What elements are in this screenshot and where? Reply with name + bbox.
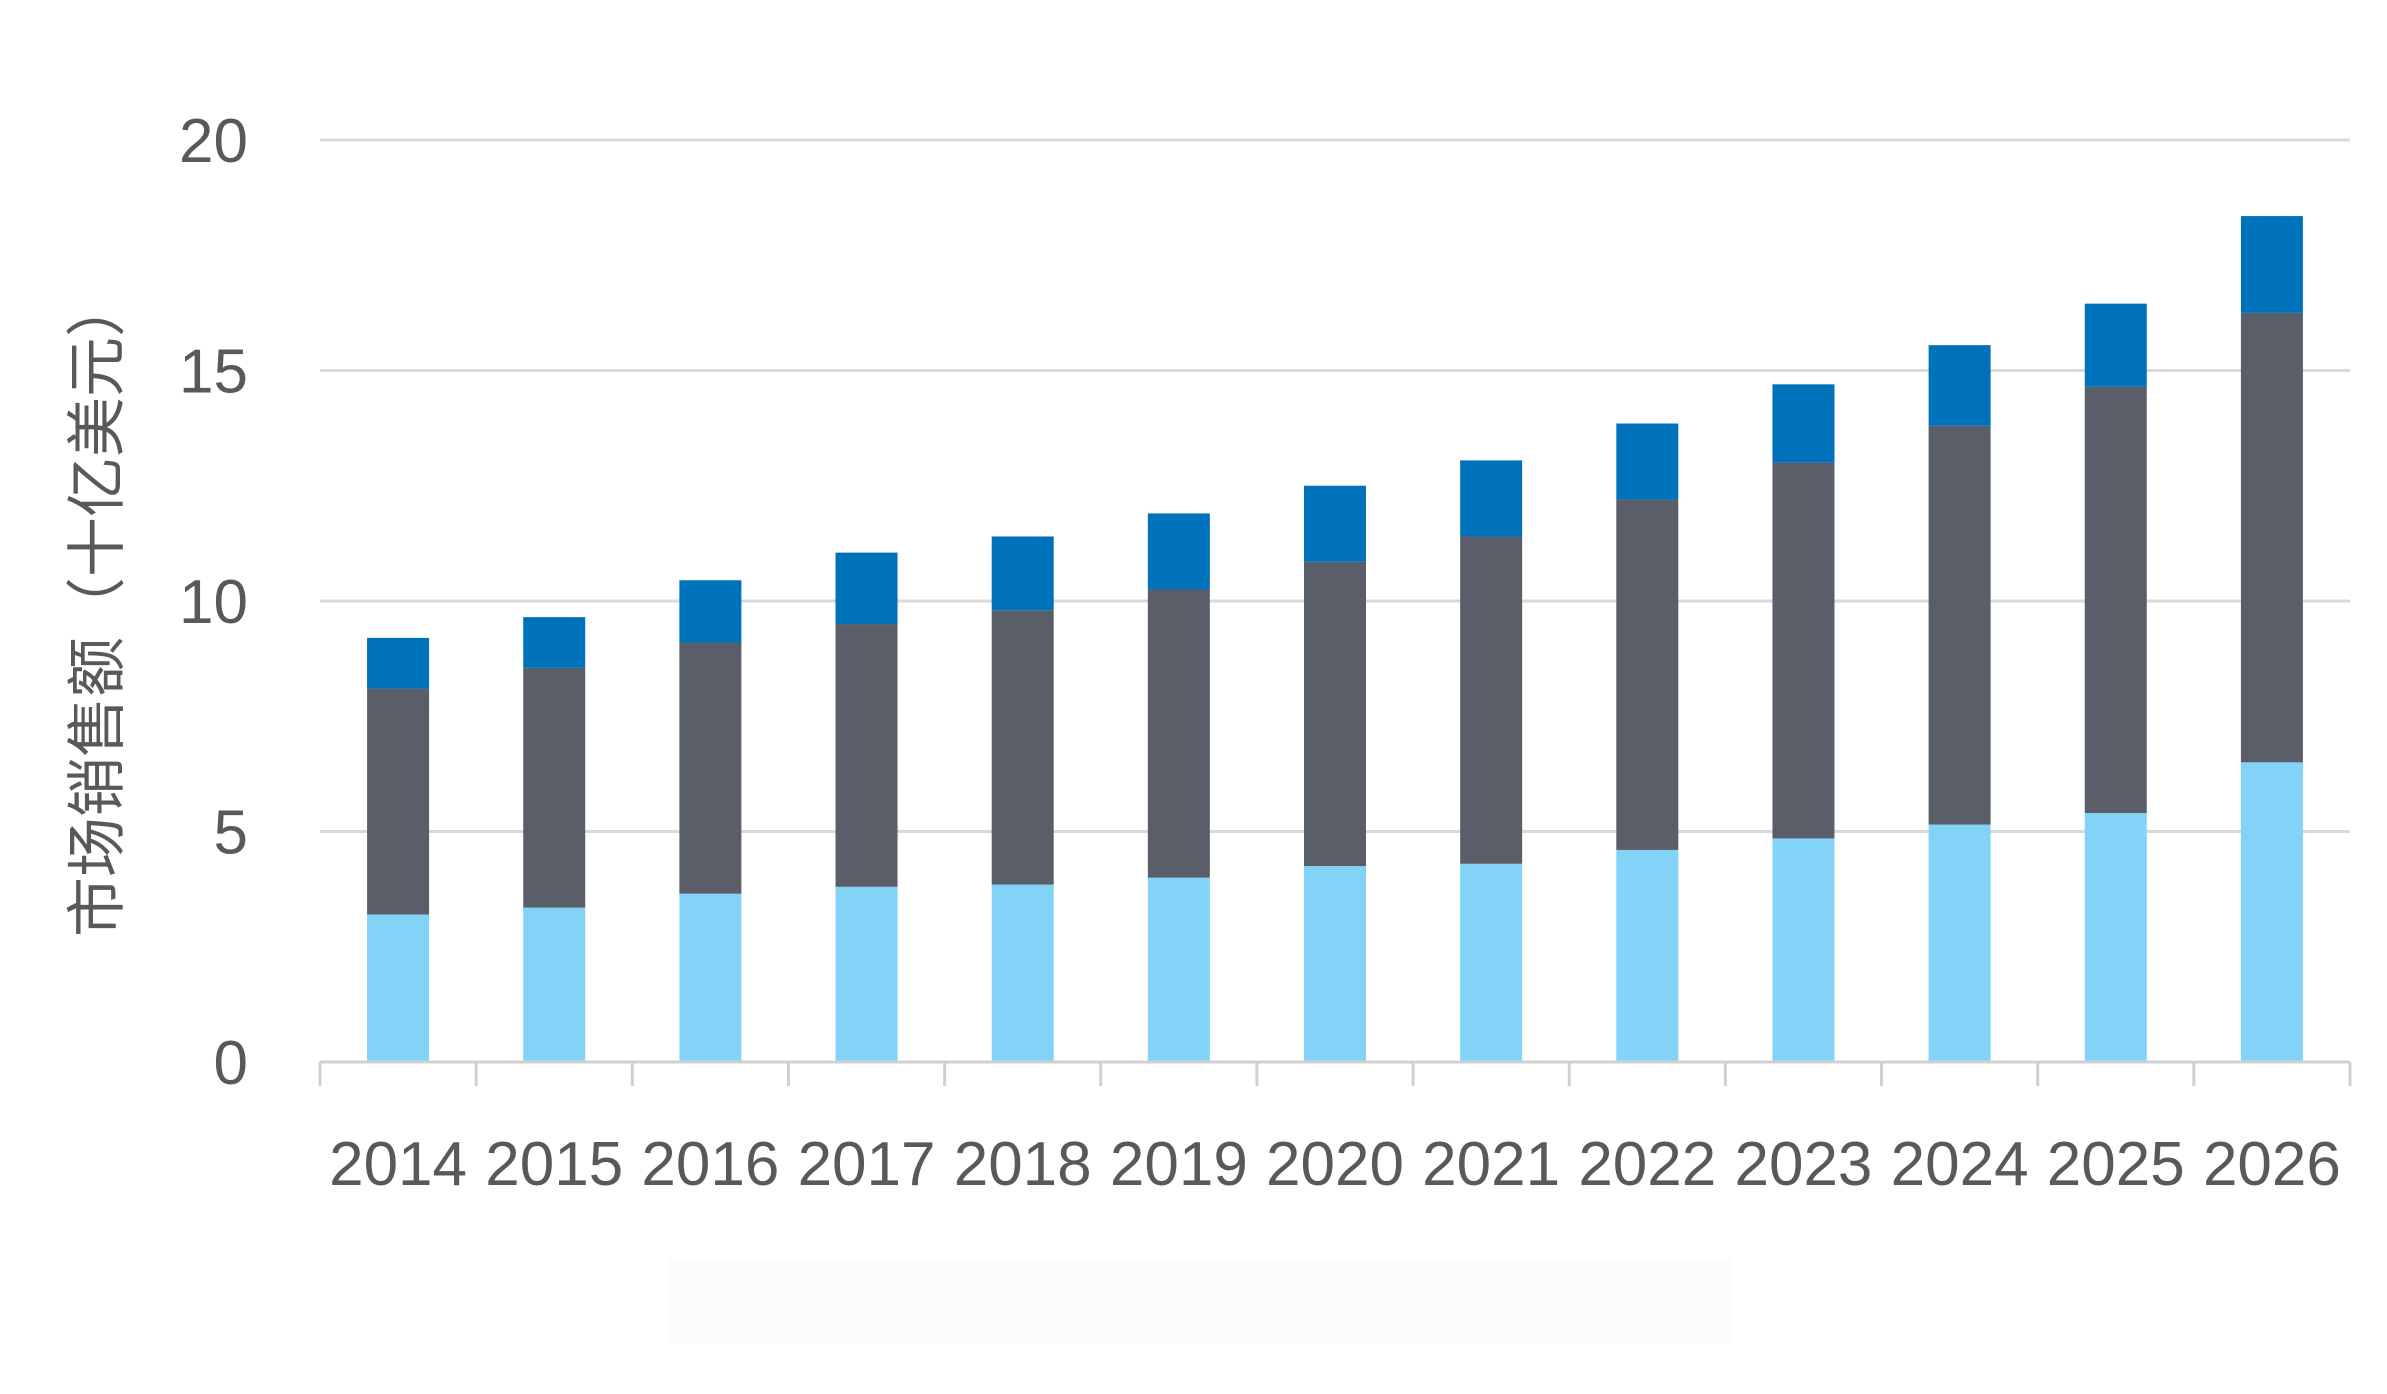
legend [668, 1258, 1733, 1343]
bar-2021-segment-1 [1460, 863, 1523, 1062]
bar-2019-segment-2 [1147, 589, 1210, 878]
bar-2020-segment-1 [1304, 866, 1366, 1062]
bar-2015-segment-3 [523, 617, 586, 668]
x-tick-label-2017: 2017 [798, 1130, 936, 1199]
bar-2017-segment-3 [835, 552, 898, 625]
bar-2025-segment-1 [2084, 813, 2147, 1062]
bar-2019-segment-1 [1147, 877, 1210, 1062]
x-tick-label-2020: 2020 [1266, 1130, 1404, 1199]
y-tick-label-0: 0 [214, 1029, 248, 1098]
bar-2018-segment-2 [991, 610, 1054, 885]
y-axis-title: 市场销售额（十亿美元） [63, 277, 133, 937]
bars [367, 216, 2303, 1062]
y-tick-label-15: 15 [179, 338, 248, 407]
bar-2023-segment-1 [1772, 838, 1835, 1062]
x-tick-label-2015: 2015 [485, 1130, 623, 1199]
bar-2018-segment-1 [991, 884, 1054, 1062]
bar-2022-segment-2 [1616, 499, 1679, 850]
bar-2018-segment-3 [991, 536, 1054, 611]
x-axis-tick-labels: 2014 2015 2016 2017 2018 2019 2020 2021 2022 2023… [329, 1130, 2341, 1199]
bar-2014-segment-1 [367, 914, 430, 1062]
bar-2016-segment-3 [679, 580, 742, 643]
bar-2020-segment-3 [1304, 485, 1366, 562]
bar-2022-segment-1 [1616, 849, 1679, 1062]
bar-2024-segment-1 [1928, 824, 1991, 1062]
bar-2022-segment-3 [1616, 423, 1679, 500]
x-tick-label-2024: 2024 [1891, 1130, 2029, 1199]
x-tick-label-2025: 2025 [2047, 1130, 2185, 1199]
y-tick-label-5: 5 [214, 799, 248, 868]
bar-2014-segment-2 [367, 688, 430, 915]
x-tick-label-2019: 2019 [1110, 1130, 1248, 1199]
x-tick-label-2021: 2021 [1422, 1130, 1560, 1199]
x-tick-label-2018: 2018 [954, 1130, 1092, 1199]
bar-2026-segment-3 [2240, 216, 2303, 313]
bar-2023-segment-2 [1772, 462, 1835, 839]
bar-2021-segment-2 [1460, 536, 1523, 864]
y-tick-label-10: 10 [179, 568, 248, 637]
x-tick-label-2026: 2026 [2203, 1130, 2341, 1199]
bar-2026-segment-2 [2240, 312, 2303, 763]
bar-2025-segment-2 [2084, 386, 2147, 814]
bar-2016-segment-1 [679, 893, 742, 1062]
x-tick-label-2022: 2022 [1578, 1130, 1716, 1199]
bar-2017-segment-1 [835, 886, 898, 1062]
bar-2015-segment-1 [523, 907, 586, 1062]
bar-2025-segment-3 [2084, 303, 2147, 387]
bar-2021-segment-3 [1460, 460, 1523, 537]
bar-2015-segment-2 [523, 667, 586, 908]
x-tick-label-2016: 2016 [641, 1130, 779, 1199]
x-axis [318, 1060, 2352, 1086]
y-axis-tick-labels: 0 5 10 15 20 [179, 107, 248, 1098]
bar-2023-segment-3 [1772, 384, 1835, 463]
bar-2016-segment-2 [679, 642, 742, 894]
x-tick-label-2014: 2014 [329, 1130, 467, 1199]
bar-2014-segment-3 [367, 637, 430, 689]
bar-2024-segment-2 [1928, 425, 1991, 825]
bar-2026-segment-1 [2240, 762, 2303, 1062]
bar-2017-segment-2 [835, 624, 898, 887]
bar-2020-segment-2 [1304, 561, 1366, 867]
bar-2019-segment-3 [1147, 513, 1210, 590]
y-tick-label-20: 20 [179, 107, 248, 176]
x-tick-label-2023: 2023 [1734, 1130, 1872, 1199]
bar-2024-segment-3 [1928, 345, 1991, 426]
